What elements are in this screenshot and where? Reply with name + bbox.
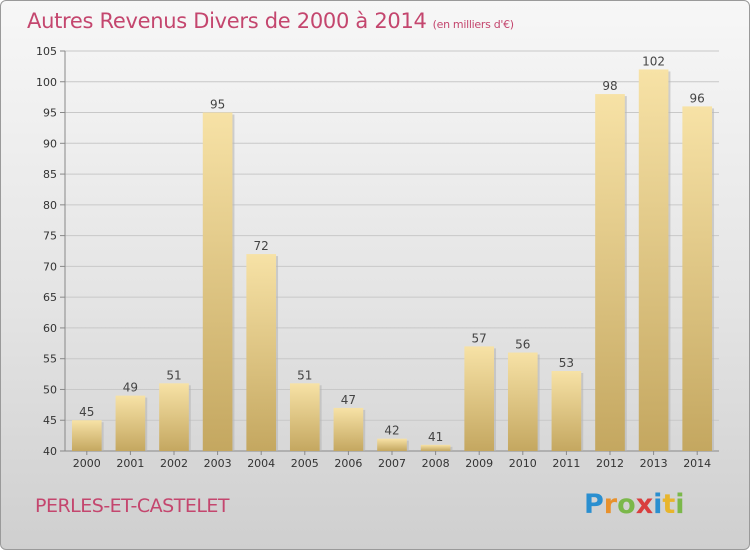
x-tick-label: 2009	[465, 457, 493, 470]
bar	[115, 395, 146, 451]
y-tick-label: 95	[43, 107, 57, 120]
x-tick-label: 2010	[509, 457, 537, 470]
bar	[159, 383, 189, 451]
bar	[595, 94, 625, 452]
bar-value-label: 47	[341, 393, 356, 407]
bar-value-label: 102	[642, 54, 665, 68]
x-tick-label: 2007	[378, 457, 406, 470]
y-tick-label: 105	[36, 45, 57, 58]
bar-value-label: 51	[297, 368, 312, 382]
x-tick-label: 2001	[116, 457, 144, 470]
x-tick-label: 2012	[596, 457, 624, 470]
logo-letter: x	[635, 489, 654, 520]
y-tick-label: 90	[43, 137, 57, 150]
bar	[333, 407, 364, 451]
bar	[682, 106, 713, 451]
logo-letter: P	[584, 489, 604, 520]
y-tick-label: 65	[43, 291, 57, 304]
bar-value-label: 72	[254, 239, 269, 253]
chart-title-text: Autres Revenus Divers de 2000 à 2014	[27, 9, 427, 33]
y-tick-label: 50	[43, 383, 57, 396]
bar	[202, 112, 233, 452]
bar-value-label: 56	[515, 338, 530, 352]
bar-value-label: 98	[602, 79, 617, 93]
x-tick-label: 2011	[552, 457, 580, 470]
y-tick-label: 40	[43, 445, 57, 458]
y-tick-label: 70	[43, 260, 57, 273]
x-tick-label: 2005	[291, 457, 319, 470]
place-name: PERLES-ET-CASTELET	[35, 495, 230, 517]
y-tick-label: 75	[43, 230, 57, 243]
chart-subtitle: (en milliers d'€)	[432, 18, 514, 31]
bar-value-label: 95	[210, 98, 225, 112]
bar	[289, 383, 320, 451]
bar	[507, 352, 538, 451]
bar	[377, 438, 407, 451]
x-tick-label: 2004	[247, 457, 275, 470]
bar	[638, 69, 669, 451]
bar-value-label: 96	[690, 91, 705, 105]
y-tick-label: 45	[43, 414, 57, 427]
bar	[551, 371, 582, 451]
y-tick-label: 100	[36, 76, 57, 89]
x-tick-label: 2006	[334, 457, 362, 470]
y-tick-label: 80	[43, 199, 57, 212]
bar-value-label: 57	[472, 331, 487, 345]
x-tick-label: 2002	[160, 457, 188, 470]
bar	[420, 444, 451, 451]
bar-value-label: 49	[123, 381, 138, 395]
logo-letter: o	[617, 489, 636, 520]
bar-value-label: 45	[79, 405, 94, 419]
logo-letter: t	[662, 489, 676, 520]
x-tick-label: 2008	[422, 457, 450, 470]
bar	[71, 420, 102, 451]
x-tick-label: 2003	[204, 457, 232, 470]
x-tick-label: 2000	[73, 457, 101, 470]
proxiti-logo: Proxiti	[584, 489, 685, 520]
bar-value-label: 51	[166, 368, 181, 382]
bar	[246, 254, 277, 451]
logo-letter: i	[653, 489, 663, 520]
y-tick-label: 55	[43, 353, 57, 366]
y-tick-label: 85	[43, 168, 57, 181]
x-tick-label: 2013	[640, 457, 668, 470]
logo-letter: i	[675, 489, 685, 520]
bar-value-label: 53	[559, 356, 574, 370]
logo-letter: r	[603, 489, 618, 520]
chart-title: Autres Revenus Divers de 2000 à 2014 (en …	[27, 9, 514, 33]
bar	[464, 346, 495, 451]
y-tick-label: 60	[43, 322, 57, 335]
x-tick-label: 2014	[683, 457, 711, 470]
bar-value-label: 41	[428, 430, 443, 444]
bar-value-label: 42	[384, 424, 399, 438]
